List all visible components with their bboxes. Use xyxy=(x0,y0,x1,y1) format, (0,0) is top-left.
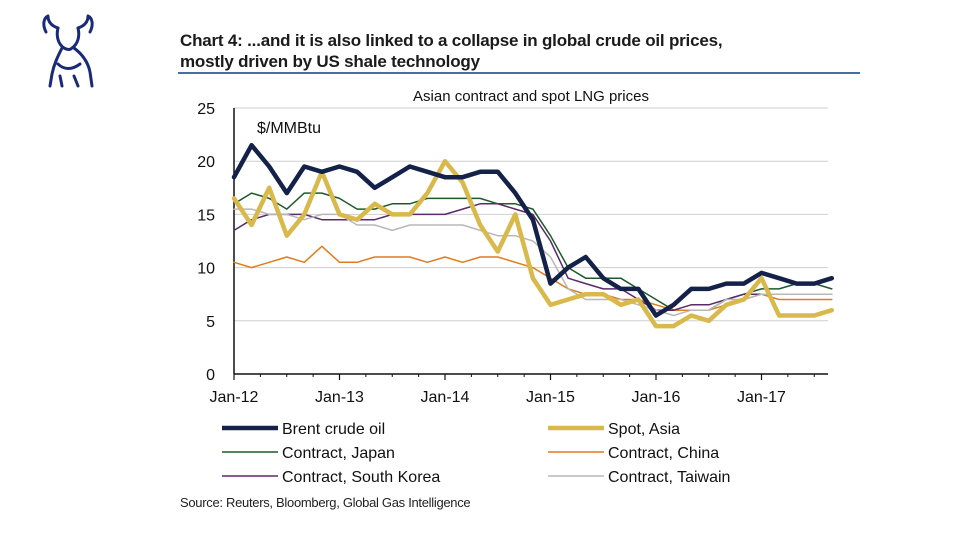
title-line-1: Chart 4: ...and it is also linked to a c… xyxy=(180,31,723,50)
source-note: Source: Reuters, Bloomberg, Global Gas I… xyxy=(180,495,471,510)
chart-subtitle: Asian contract and spot LNG prices xyxy=(413,88,649,105)
unit-label: $/MMBtu xyxy=(257,120,321,137)
series-line-brent-crude-oil xyxy=(231,142,835,318)
y-tick-label: 20 xyxy=(197,154,215,171)
chart-title-block: Chart 4: ...and it is also linked to a c… xyxy=(180,30,860,72)
legend-label: Spot, Asia xyxy=(608,421,680,438)
x-tick-label: Jan-13 xyxy=(315,389,364,406)
y-tick-label: 5 xyxy=(206,314,215,331)
bull-logo-icon xyxy=(42,14,94,88)
series-line-spot-asia xyxy=(231,158,835,329)
legend-label: Contract, China xyxy=(608,445,719,462)
series-line-contract-south-korea xyxy=(233,203,833,311)
y-tick-label: 25 xyxy=(197,101,215,118)
title-line-2: mostly driven by US shale technology xyxy=(180,52,480,71)
y-tick-label: 0 xyxy=(206,367,215,384)
series-line-contract-taiwain xyxy=(233,208,833,317)
legend-label: Brent crude oil xyxy=(282,421,385,438)
x-tick-label: Jan-17 xyxy=(737,389,786,406)
legend-label: Contract, Japan xyxy=(282,445,395,462)
x-tick-label: Jan-15 xyxy=(526,389,575,406)
x-tick-label: Jan-16 xyxy=(632,389,681,406)
title-divider xyxy=(178,72,860,74)
series-line-contract-japan xyxy=(233,192,833,311)
x-tick-label: Jan-12 xyxy=(210,389,259,406)
legend-label: Contract, South Korea xyxy=(282,469,440,486)
legend-label: Contract, Taiwain xyxy=(608,469,730,486)
y-tick-label: 15 xyxy=(197,207,215,224)
x-tick-label: Jan-14 xyxy=(421,389,470,406)
y-tick-label: 10 xyxy=(197,261,215,278)
